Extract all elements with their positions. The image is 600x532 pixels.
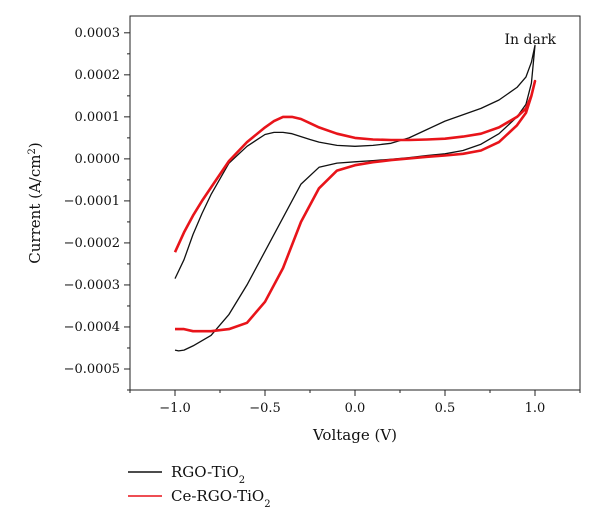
legend-label-ce-rgo-tio2: Ce-RGO-TiO2	[171, 487, 271, 510]
series-line-ce-rgo-tio2	[173, 79, 537, 333]
y-tick-label: 0.0000	[75, 152, 121, 167]
series-line-rgo-tio2	[174, 44, 536, 352]
x-tick-label: 0.0	[345, 401, 366, 416]
legend-label-rgo-tio2-main: RGO-TiO	[171, 463, 239, 481]
ticks-group: −1.0 −0.5 0.0 0.5 1.0 0.0003 0.0002 0.0001 0.000…	[64, 26, 581, 416]
y-tick-label: −0.0002	[64, 236, 120, 251]
y-tick-label: −0.0005	[64, 362, 120, 377]
y-axis-label-close: )	[26, 142, 44, 148]
legend-label-rgo-tio2-sub: 2	[239, 475, 245, 486]
y-axis-label-sup: 2	[27, 148, 38, 154]
x-tick-label: −0.5	[249, 401, 281, 416]
in-dark-annotation: In dark	[505, 32, 557, 48]
x-axis-label: Voltage (V)	[312, 426, 397, 444]
legend-label-ce-rgo-tio2-main: Ce-RGO-TiO	[171, 487, 264, 505]
legend: RGO-TiO2 Ce-RGO-TiO2	[128, 463, 271, 510]
series-group	[173, 44, 537, 352]
x-tick-label: −1.0	[159, 401, 191, 416]
y-tick-label: −0.0003	[64, 278, 120, 293]
y-tick-label: −0.0001	[64, 194, 120, 209]
legend-label-rgo-tio2: RGO-TiO2	[171, 463, 245, 486]
y-axis-label: Current (A/cm2)	[26, 142, 44, 263]
y-tick-label: 0.0003	[75, 26, 121, 41]
y-tick-label: 0.0001	[75, 110, 121, 125]
legend-label-ce-rgo-tio2-sub: 2	[264, 499, 270, 510]
y-axis-label-main: Current (A/cm	[26, 155, 44, 264]
y-tick-label: 0.0002	[75, 68, 121, 83]
x-tick-label: 0.5	[435, 401, 456, 416]
y-tick-label: −0.0004	[64, 320, 120, 335]
x-tick-label: 1.0	[525, 401, 546, 416]
